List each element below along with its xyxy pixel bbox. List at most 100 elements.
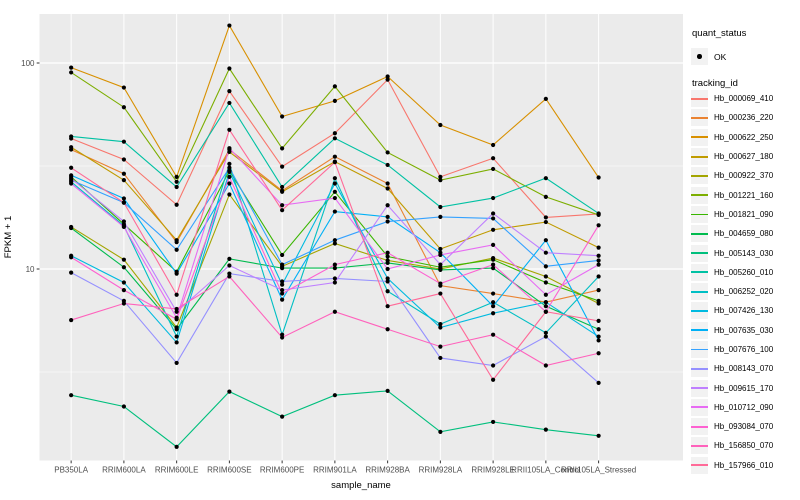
data-point [438, 322, 443, 327]
legend-item-Hb_007426_130[interactable]: Hb_007426_130 [691, 301, 800, 320]
legend-item-Hb_006252_020[interactable]: Hb_006252_020 [691, 282, 800, 301]
data-point [332, 393, 337, 398]
legend-key-swatch [691, 379, 708, 397]
data-point [280, 146, 285, 151]
legend-item-Hb_005260_010[interactable]: Hb_005260_010 [691, 263, 800, 282]
data-point [543, 334, 548, 339]
data-point [174, 334, 179, 339]
data-point [385, 219, 390, 224]
data-point [332, 98, 337, 103]
data-point [332, 160, 337, 165]
data-point [385, 250, 390, 255]
legend-key-swatch [691, 109, 708, 127]
legend-item-Hb_156850_070[interactable]: Hb_156850_070 [691, 436, 800, 455]
line-swatch-icon [691, 406, 708, 409]
data-point [491, 332, 496, 337]
data-point [227, 89, 232, 94]
legend-item-Hb_000922_370[interactable]: Hb_000922_370 [691, 166, 800, 185]
data-point [385, 181, 390, 186]
point-marker-icon [697, 54, 702, 59]
data-point [385, 162, 390, 168]
legend-item-label: Hb_093084_070 [714, 422, 774, 432]
legend-item-Hb_007676_100[interactable]: Hb_007676_100 [691, 340, 800, 359]
data-point [280, 203, 285, 208]
data-point [385, 289, 390, 294]
x-tick-label: RRIM600LE [155, 466, 199, 475]
legend-item-label: Hb_000622_250 [714, 132, 774, 142]
data-point [69, 317, 74, 323]
data-point [543, 292, 548, 297]
legend-item-Hb_008143_070[interactable]: Hb_008143_070 [691, 359, 800, 378]
data-point [121, 404, 126, 409]
line-swatch-icon [691, 136, 708, 139]
line-swatch-icon [691, 213, 708, 216]
data-point [385, 203, 390, 208]
data-point [280, 189, 285, 194]
data-point [438, 281, 443, 286]
legend-item-label: Hb_004659_080 [714, 229, 774, 239]
data-point [543, 96, 548, 101]
data-point [385, 186, 390, 191]
data-point [227, 127, 232, 132]
legend-item-Hb_000622_250[interactable]: Hb_000622_250 [691, 128, 800, 147]
data-point [227, 271, 232, 276]
data-point [385, 276, 390, 281]
x-tick-label: RRIM928LA [419, 466, 463, 475]
data-point [596, 211, 601, 216]
data-point [332, 84, 337, 89]
data-point [385, 327, 390, 332]
data-point [438, 344, 443, 349]
legend-item-Hb_000627_180[interactable]: Hb_000627_180 [691, 147, 800, 166]
legend-key-swatch [691, 263, 708, 281]
data-point [332, 195, 337, 201]
legend-item-label: Hb_000236_220 [714, 113, 774, 123]
data-point [543, 280, 548, 285]
data-point [438, 204, 443, 210]
y-tick-label: 100 [21, 59, 35, 68]
legend-item-label: Hb_008143_070 [714, 364, 774, 374]
line-swatch-icon [691, 348, 708, 351]
legend-item-Hb_009615_170[interactable]: Hb_009615_170 [691, 378, 800, 397]
legend-item-label: Hb_000069_410 [714, 94, 774, 104]
data-point [332, 154, 337, 159]
legend-item-Hb_004659_080[interactable]: Hb_004659_080 [691, 224, 800, 243]
data-point [174, 292, 179, 297]
legend-key-swatch [691, 398, 708, 416]
legend-item-Hb_000236_220[interactable]: Hb_000236_220 [691, 108, 800, 127]
data-point [121, 301, 126, 306]
data-point [596, 380, 601, 385]
legend-item-Hb_093084_070[interactable]: Hb_093084_070 [691, 417, 800, 436]
line-swatch-icon [691, 174, 708, 177]
legend-item-quant-ok[interactable]: OK [691, 48, 800, 65]
data-point [491, 304, 496, 309]
data-point [280, 279, 285, 284]
data-point [280, 184, 285, 190]
line-swatch-icon [691, 445, 708, 447]
legend-item-Hb_010712_090[interactable]: Hb_010712_090 [691, 398, 800, 417]
data-point [543, 238, 548, 243]
data-point [174, 238, 179, 243]
legend-item-Hb_005143_030[interactable]: Hb_005143_030 [691, 243, 800, 262]
data-point [332, 131, 337, 136]
legend-key-swatch [691, 205, 708, 223]
legend-item-Hb_007635_030[interactable]: Hb_007635_030 [691, 321, 800, 340]
legend-item-label: Hb_007676_100 [714, 345, 774, 354]
legend-key-swatch [691, 341, 708, 358]
data-point [174, 174, 179, 179]
data-point [332, 262, 337, 267]
legend-item-Hb_001221_160[interactable]: Hb_001221_160 [691, 185, 800, 204]
legend-item-Hb_000069_410[interactable]: Hb_000069_410 [691, 89, 800, 108]
data-point [227, 23, 232, 28]
line-swatch-icon [691, 329, 708, 332]
data-point [491, 211, 496, 216]
data-point [69, 181, 74, 186]
legend-item-Hb_157966_010[interactable]: Hb_157966_010 [691, 456, 800, 475]
data-point [121, 219, 126, 224]
data-point [69, 255, 74, 260]
legend-item-Hb_001821_090[interactable]: Hb_001821_090 [691, 205, 800, 224]
data-point [227, 149, 232, 155]
data-point [543, 194, 548, 199]
x-tick-label: RRIM928LE [471, 466, 515, 475]
data-point [543, 330, 548, 335]
data-point [69, 270, 74, 275]
